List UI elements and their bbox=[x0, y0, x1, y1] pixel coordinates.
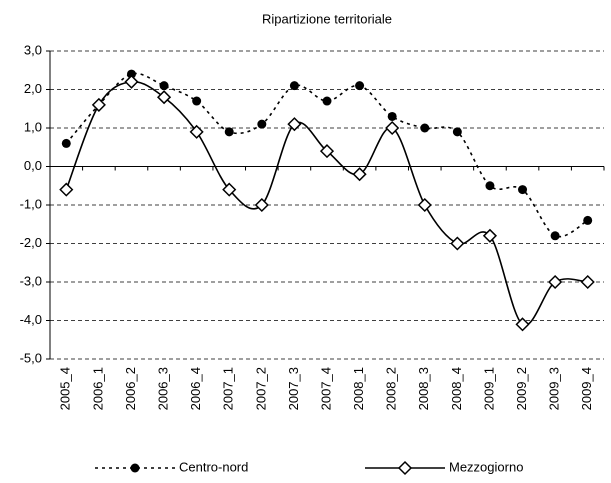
y-tick-label: 3,0 bbox=[24, 42, 42, 57]
marker bbox=[352, 167, 367, 182]
legend-label: Centro-nord bbox=[179, 459, 248, 474]
marker bbox=[130, 463, 140, 473]
y-tick-label: -2,0 bbox=[20, 235, 42, 250]
y-tick-label: 2,0 bbox=[24, 81, 42, 96]
marker bbox=[224, 127, 234, 137]
series-line bbox=[65, 72, 589, 238]
marker bbox=[385, 120, 400, 136]
x-tick-label: 2007_4 bbox=[318, 367, 333, 410]
marker bbox=[254, 197, 269, 213]
series-line bbox=[65, 80, 588, 326]
x-tick-label: 2008_2 bbox=[384, 367, 399, 410]
marker bbox=[59, 182, 74, 197]
x-tick-label: 2008_3 bbox=[416, 367, 431, 410]
marker bbox=[222, 182, 237, 197]
x-tick-label: 2009_2 bbox=[514, 367, 529, 410]
x-tick-label: 2006_2 bbox=[123, 367, 138, 410]
marker bbox=[289, 81, 299, 91]
marker bbox=[189, 124, 204, 139]
y-tick-label: 1,0 bbox=[24, 119, 42, 134]
y-tick-label: 0,0 bbox=[24, 158, 42, 173]
marker bbox=[452, 127, 462, 137]
marker bbox=[91, 97, 106, 112]
marker bbox=[583, 215, 593, 225]
marker bbox=[322, 96, 332, 106]
x-tick-label: 2008_1 bbox=[351, 367, 366, 410]
marker bbox=[319, 144, 335, 159]
marker bbox=[548, 274, 563, 290]
marker bbox=[420, 123, 430, 133]
marker bbox=[515, 317, 530, 332]
y-tick-label: -4,0 bbox=[20, 312, 42, 327]
legend-label: Mezzogiorno bbox=[449, 459, 523, 474]
y-tick-label: -1,0 bbox=[20, 196, 42, 211]
legend-item: Centro-nord bbox=[95, 459, 248, 474]
marker bbox=[156, 90, 172, 105]
legend-item: Mezzogiorno bbox=[365, 459, 523, 476]
marker bbox=[192, 96, 202, 106]
x-tick-label: 2008_4 bbox=[449, 367, 464, 410]
x-tick-label: 2007_2 bbox=[253, 367, 268, 410]
marker bbox=[257, 119, 267, 129]
x-tick-label: 2006_1 bbox=[90, 367, 105, 410]
marker bbox=[485, 181, 495, 191]
chart-title: Ripartizione territoriale bbox=[262, 11, 392, 26]
marker bbox=[124, 74, 139, 89]
marker bbox=[550, 231, 560, 241]
marker bbox=[287, 117, 302, 132]
marker bbox=[61, 138, 71, 148]
marker bbox=[355, 81, 365, 91]
x-tick-label: 2005_4 bbox=[58, 367, 73, 410]
x-tick-label: 2009_4 bbox=[579, 367, 594, 410]
x-tick-label: 2009_3 bbox=[547, 367, 562, 410]
x-tick-label: 2007_1 bbox=[221, 367, 236, 410]
marker bbox=[518, 185, 528, 195]
marker bbox=[387, 111, 397, 121]
marker bbox=[482, 228, 498, 243]
marker bbox=[126, 69, 136, 79]
marker bbox=[580, 274, 595, 290]
marker bbox=[397, 460, 413, 476]
x-tick-label: 2006_4 bbox=[188, 367, 203, 410]
x-tick-label: 2006_3 bbox=[155, 367, 170, 410]
marker bbox=[417, 197, 432, 213]
y-tick-label: -3,0 bbox=[20, 273, 42, 288]
x-tick-label: 2007_3 bbox=[286, 367, 301, 410]
x-tick-label: 2009_1 bbox=[481, 367, 496, 410]
y-tick-label: -5,0 bbox=[20, 350, 42, 365]
marker bbox=[159, 81, 169, 91]
marker bbox=[450, 236, 465, 251]
